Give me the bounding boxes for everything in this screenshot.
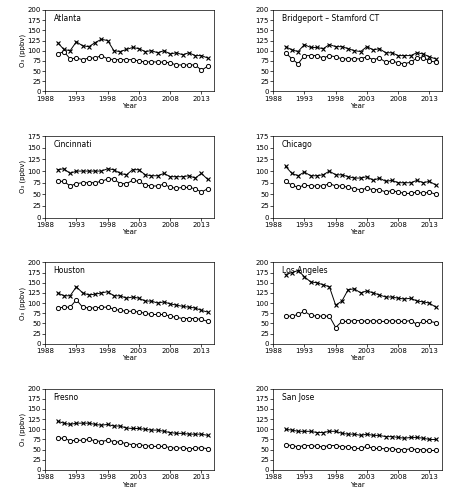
Text: Chicago: Chicago	[281, 140, 312, 149]
X-axis label: Year: Year	[350, 482, 365, 488]
Y-axis label: O₃ (ppbv): O₃ (ppbv)	[19, 34, 26, 68]
Text: Bridgeport – Stamford CT: Bridgeport – Stamford CT	[281, 14, 379, 23]
Text: Atlanta: Atlanta	[54, 14, 82, 23]
Text: Fresno: Fresno	[54, 392, 78, 402]
X-axis label: Year: Year	[350, 229, 365, 235]
X-axis label: Year: Year	[122, 103, 137, 109]
Text: Cincinnati: Cincinnati	[54, 140, 92, 149]
X-axis label: Year: Year	[122, 482, 137, 488]
Text: Los Angeles: Los Angeles	[281, 266, 327, 276]
X-axis label: Year: Year	[122, 356, 137, 362]
X-axis label: Year: Year	[350, 103, 365, 109]
X-axis label: Year: Year	[350, 356, 365, 362]
Y-axis label: O₃ (ppbv): O₃ (ppbv)	[19, 286, 26, 320]
Text: San Jose: San Jose	[281, 392, 314, 402]
X-axis label: Year: Year	[122, 229, 137, 235]
Y-axis label: O₃ (ppbv): O₃ (ppbv)	[19, 412, 26, 446]
Y-axis label: O₃ (ppbv): O₃ (ppbv)	[19, 160, 26, 194]
Text: Houston: Houston	[54, 266, 85, 276]
